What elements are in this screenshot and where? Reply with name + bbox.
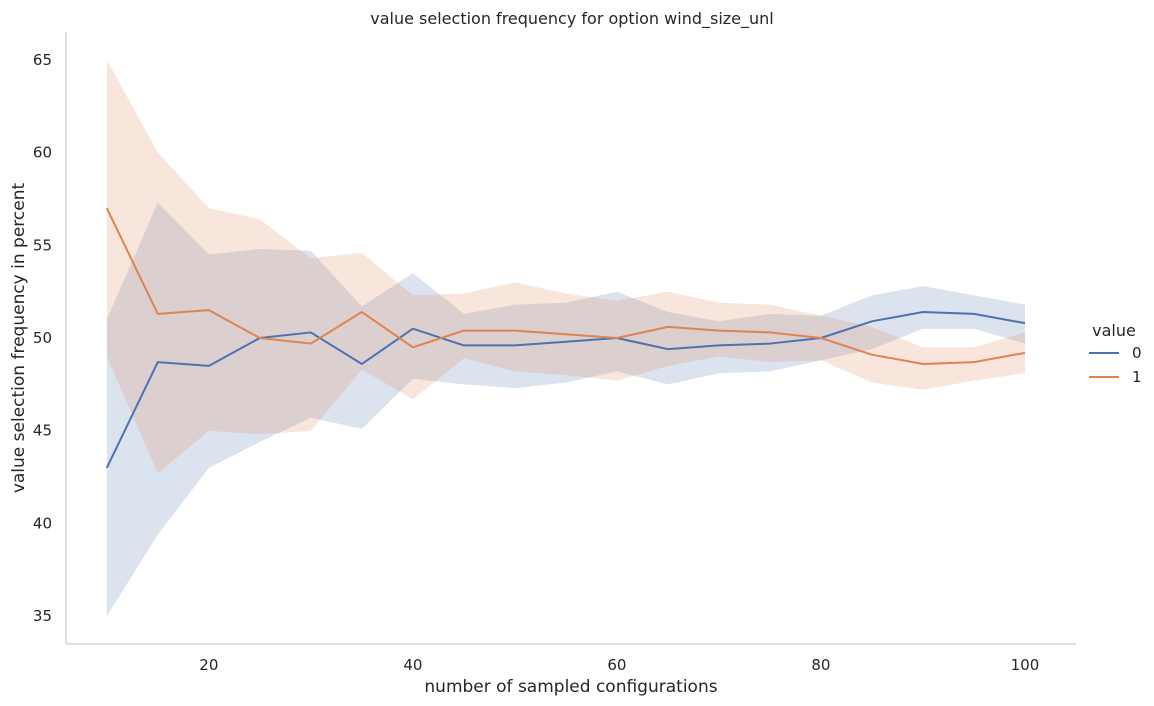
series-1-confidence-band xyxy=(106,59,1025,474)
series-lines xyxy=(105,207,1026,469)
x-tick-label: 100 xyxy=(1011,656,1040,674)
y-tick-label: 50 xyxy=(33,329,52,347)
legend: value 0 1 xyxy=(1089,321,1142,386)
x-tick-label: 80 xyxy=(811,656,830,674)
y-axis-label: value selection frequency in percent xyxy=(9,183,29,494)
x-axis-label: number of sampled configurations xyxy=(424,677,717,697)
x-tick-label: 20 xyxy=(199,656,218,674)
y-tick-label: 60 xyxy=(33,144,52,162)
x-tick-labels: 20 40 60 80 100 xyxy=(199,656,1039,674)
confidence-bands xyxy=(106,59,1025,617)
y-tick-label: 65 xyxy=(33,51,52,69)
x-tick-label: 60 xyxy=(607,656,626,674)
legend-entry-0: 0 xyxy=(1132,344,1142,362)
series-0-confidence-band xyxy=(106,202,1025,617)
chart-title: value selection frequency for option win… xyxy=(370,9,773,29)
x-tick-label: 40 xyxy=(403,656,422,674)
legend-entry-1: 1 xyxy=(1132,368,1142,386)
y-tick-label: 45 xyxy=(33,422,52,440)
y-tick-label: 55 xyxy=(33,236,52,254)
legend-title: value xyxy=(1092,321,1136,340)
y-tick-labels: 35 40 45 50 55 60 65 xyxy=(33,51,52,625)
series-1-line xyxy=(105,207,1026,365)
y-tick-label: 35 xyxy=(33,607,52,625)
y-tick-label: 40 xyxy=(33,514,52,532)
